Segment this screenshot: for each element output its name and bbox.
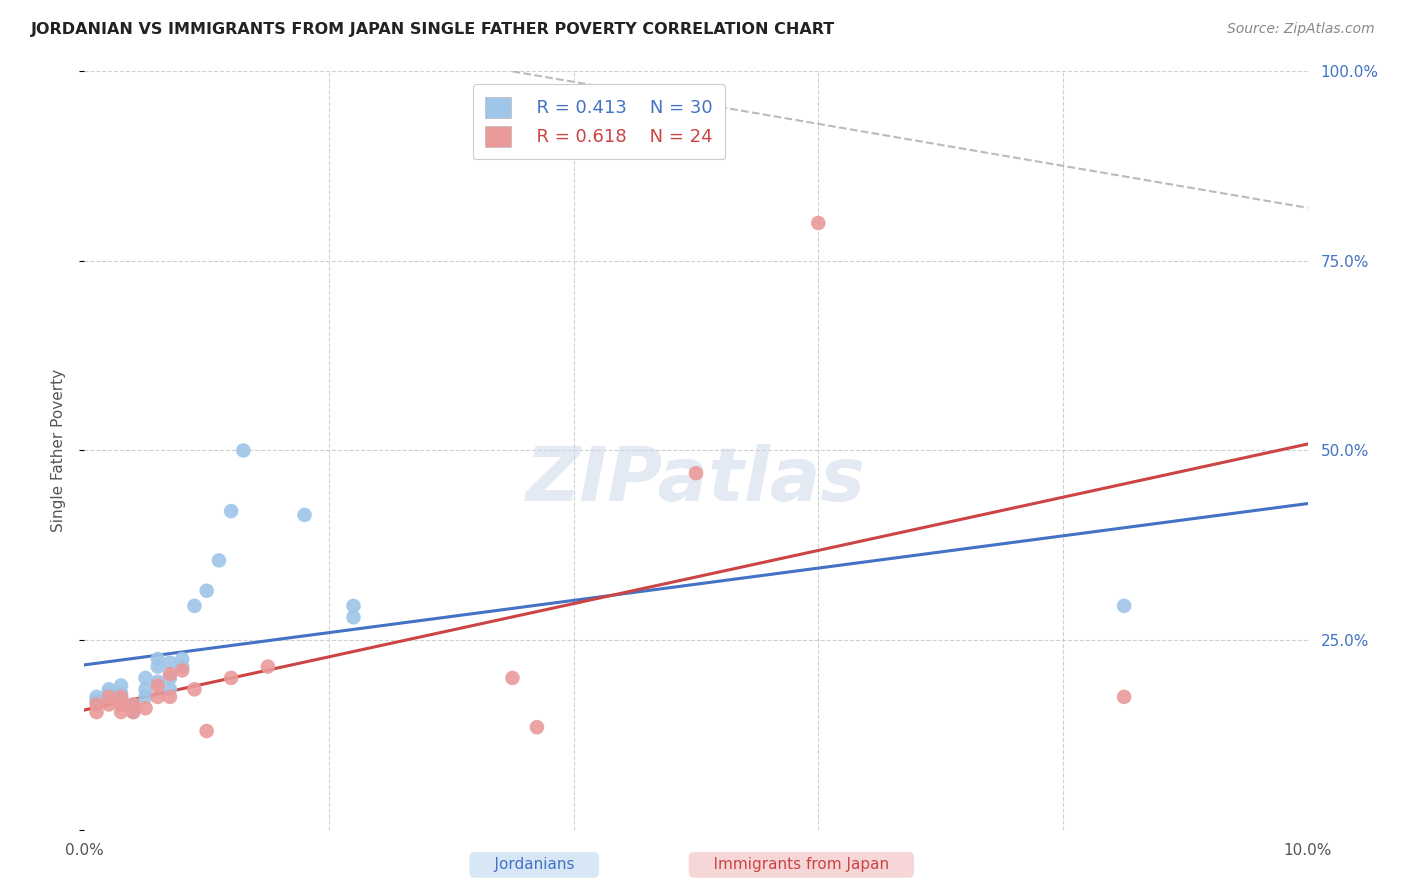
Point <box>685 467 707 481</box>
Point <box>1114 690 1136 704</box>
Point <box>97 690 120 704</box>
Point <box>1114 599 1136 613</box>
Point <box>159 690 181 704</box>
Point <box>97 698 120 712</box>
Point <box>135 671 157 685</box>
Point <box>110 705 132 719</box>
Point <box>135 682 157 697</box>
Point <box>110 698 132 712</box>
Point <box>342 610 364 624</box>
Point <box>526 720 548 734</box>
Point <box>232 443 254 458</box>
Point <box>86 690 108 704</box>
Point <box>110 690 132 704</box>
Legend:   R = 0.413    N = 30,   R = 0.618    N = 24: R = 0.413 N = 30, R = 0.618 N = 24 <box>472 84 725 160</box>
Point <box>86 694 108 708</box>
Point <box>195 583 218 598</box>
Point <box>172 652 194 666</box>
Point <box>135 690 157 704</box>
Point <box>183 682 205 697</box>
Point <box>172 659 194 673</box>
Point <box>122 705 145 719</box>
Text: JORDANIAN VS IMMIGRANTS FROM JAPAN SINGLE FATHER POVERTY CORRELATION CHART: JORDANIAN VS IMMIGRANTS FROM JAPAN SINGL… <box>31 22 835 37</box>
Text: ZIPatlas: ZIPatlas <box>526 444 866 517</box>
Point <box>86 698 108 712</box>
Point <box>159 682 181 697</box>
Point <box>172 664 194 678</box>
Text: Source: ZipAtlas.com: Source: ZipAtlas.com <box>1227 22 1375 37</box>
Point <box>122 705 145 719</box>
Point <box>208 553 231 567</box>
Point <box>195 724 218 739</box>
Point <box>97 682 120 697</box>
Point <box>294 508 316 522</box>
Point <box>342 599 364 613</box>
Point <box>159 656 181 670</box>
Point <box>183 599 205 613</box>
Point <box>146 690 169 704</box>
Text: Jordanians: Jordanians <box>475 857 593 872</box>
Text: Immigrants from Japan: Immigrants from Japan <box>695 857 908 872</box>
Point <box>807 216 830 230</box>
Y-axis label: Single Father Poverty: Single Father Poverty <box>51 369 66 532</box>
Point <box>97 686 120 700</box>
Point <box>86 705 108 719</box>
Point <box>219 671 242 685</box>
Point <box>135 701 157 715</box>
Point <box>146 674 169 689</box>
Point <box>146 652 169 666</box>
Point <box>122 698 145 712</box>
Point <box>219 504 242 518</box>
Point <box>110 686 132 700</box>
Point <box>159 671 181 685</box>
Point <box>122 698 145 712</box>
Point <box>257 659 280 673</box>
Point <box>110 698 132 712</box>
Point <box>110 690 132 704</box>
Point <box>110 678 132 692</box>
Point <box>159 667 181 681</box>
Point <box>146 678 169 692</box>
Point <box>502 671 524 685</box>
Point <box>146 659 169 673</box>
